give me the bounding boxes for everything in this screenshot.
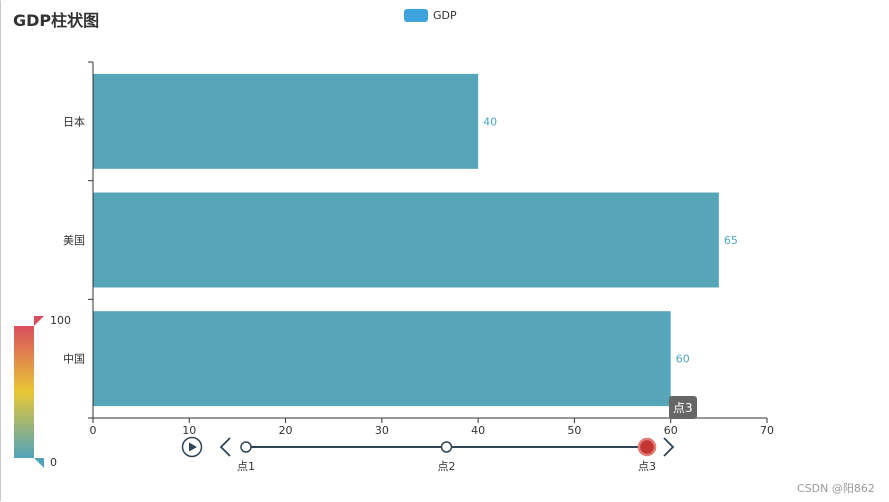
prev-arrow-icon[interactable]: [219, 437, 231, 457]
y-tick-label: 日本: [63, 114, 85, 128]
bar[interactable]: [93, 311, 671, 407]
timeline[interactable]: 点1 点2 点3: [181, 436, 675, 474]
visual-map-handle-top[interactable]: [34, 316, 44, 326]
data-label: 40: [483, 115, 497, 128]
plot-area: 0 10 20 30 40 50 60 70 60 中国 65 美国 40 日本: [63, 61, 774, 437]
bar[interactable]: [93, 73, 479, 169]
next-arrow-icon[interactable]: [663, 437, 675, 457]
chart-title: GDP柱状图: [13, 11, 100, 30]
play-icon[interactable]: [189, 442, 197, 452]
x-tick-label: 30: [375, 424, 389, 437]
visual-map-bar[interactable]: [14, 326, 34, 458]
x-tick-label: 10: [182, 424, 196, 437]
x-tick-label: 60: [664, 424, 678, 437]
x-tick-label: 50: [567, 424, 581, 437]
timeline-point[interactable]: [240, 441, 252, 453]
visual-map-max-label: 100: [50, 314, 71, 327]
play-button[interactable]: [181, 436, 203, 458]
timeline-points[interactable]: 点1 点2 点3: [237, 437, 657, 473]
legend-label: GDP: [433, 9, 457, 22]
timeline-point[interactable]: [440, 441, 453, 453]
bar[interactable]: [93, 192, 719, 288]
x-tick-label: 70: [760, 424, 774, 437]
x-tick-label: 20: [279, 424, 293, 437]
timeline-point-label[interactable]: 点2: [438, 460, 456, 473]
x-tick-label: 0: [90, 424, 97, 437]
y-tick-label: 中国: [63, 353, 85, 366]
timeline-tooltip: 点3: [669, 396, 697, 419]
visual-map[interactable]: 100 0: [14, 314, 71, 469]
data-label: 60: [676, 353, 690, 366]
visual-map-handle-bottom[interactable]: [34, 458, 44, 468]
data-label: 65: [724, 234, 738, 247]
timeline-point-label[interactable]: 点1: [237, 460, 255, 473]
watermark: CSDN @阳862: [797, 482, 875, 495]
timeline-point-label[interactable]: 点3: [638, 460, 656, 473]
timeline-point-active[interactable]: [637, 437, 657, 457]
visual-map-min-label: 0: [50, 456, 57, 469]
legend-item-gdp[interactable]: GDP: [404, 9, 457, 22]
y-tick-label: 美国: [63, 234, 85, 247]
legend-swatch: [404, 9, 428, 22]
x-tick-label: 40: [471, 424, 485, 437]
